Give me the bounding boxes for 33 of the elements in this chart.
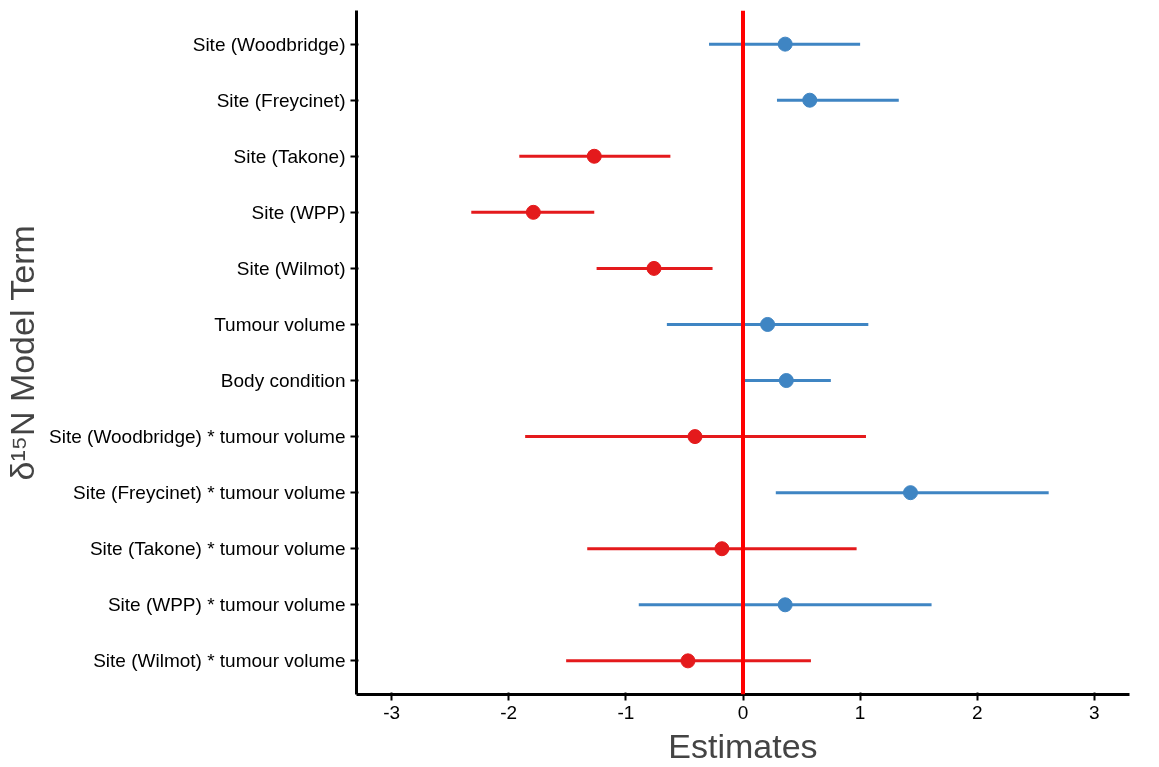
point xyxy=(687,429,703,445)
y-tick-label: Body condition xyxy=(220,370,346,392)
x-tick-label: 2 xyxy=(971,701,983,723)
point xyxy=(714,541,730,557)
x-tick-label: 1 xyxy=(854,701,866,723)
x-tick-label: 3 xyxy=(1089,701,1100,723)
y-tick-label: Site (Wilmot) * tumour volume xyxy=(93,650,346,672)
y-tick-label: Site (Wilmot) xyxy=(236,257,346,279)
y-tick-label: Tumour volume xyxy=(214,313,346,335)
point xyxy=(586,148,602,164)
y-tick-label: Site (Takone) xyxy=(233,145,346,167)
point xyxy=(802,92,818,108)
x-tick-label: -2 xyxy=(500,701,518,723)
y-tick-label: Site (Freycinet) xyxy=(216,89,346,111)
y-tick-label: Site (Woodbridge) * tumour volume xyxy=(49,426,346,448)
y-tick-label: Site (WPP) xyxy=(251,201,346,223)
y-axis-title: δ¹⁵N Model Term xyxy=(3,225,42,481)
point xyxy=(680,653,696,669)
y-tick-label: Site (WPP) * tumour volume xyxy=(107,594,346,616)
x-tick-label: -1 xyxy=(617,701,635,723)
point xyxy=(525,204,541,220)
y-tick-label: Site (Freycinet) * tumour volume xyxy=(73,482,346,504)
y-tick-label: Site (Takone) * tumour volume xyxy=(89,538,346,560)
x-tick-label: -3 xyxy=(383,701,401,723)
point xyxy=(760,316,776,332)
point xyxy=(646,260,662,276)
y-tick-label: Site (Woodbridge) xyxy=(192,33,346,55)
point xyxy=(777,597,793,613)
x-tick-label: 0 xyxy=(737,701,749,723)
point xyxy=(902,485,918,501)
point xyxy=(778,373,794,389)
x-axis-title: Estimates xyxy=(668,726,818,765)
point xyxy=(777,36,793,52)
